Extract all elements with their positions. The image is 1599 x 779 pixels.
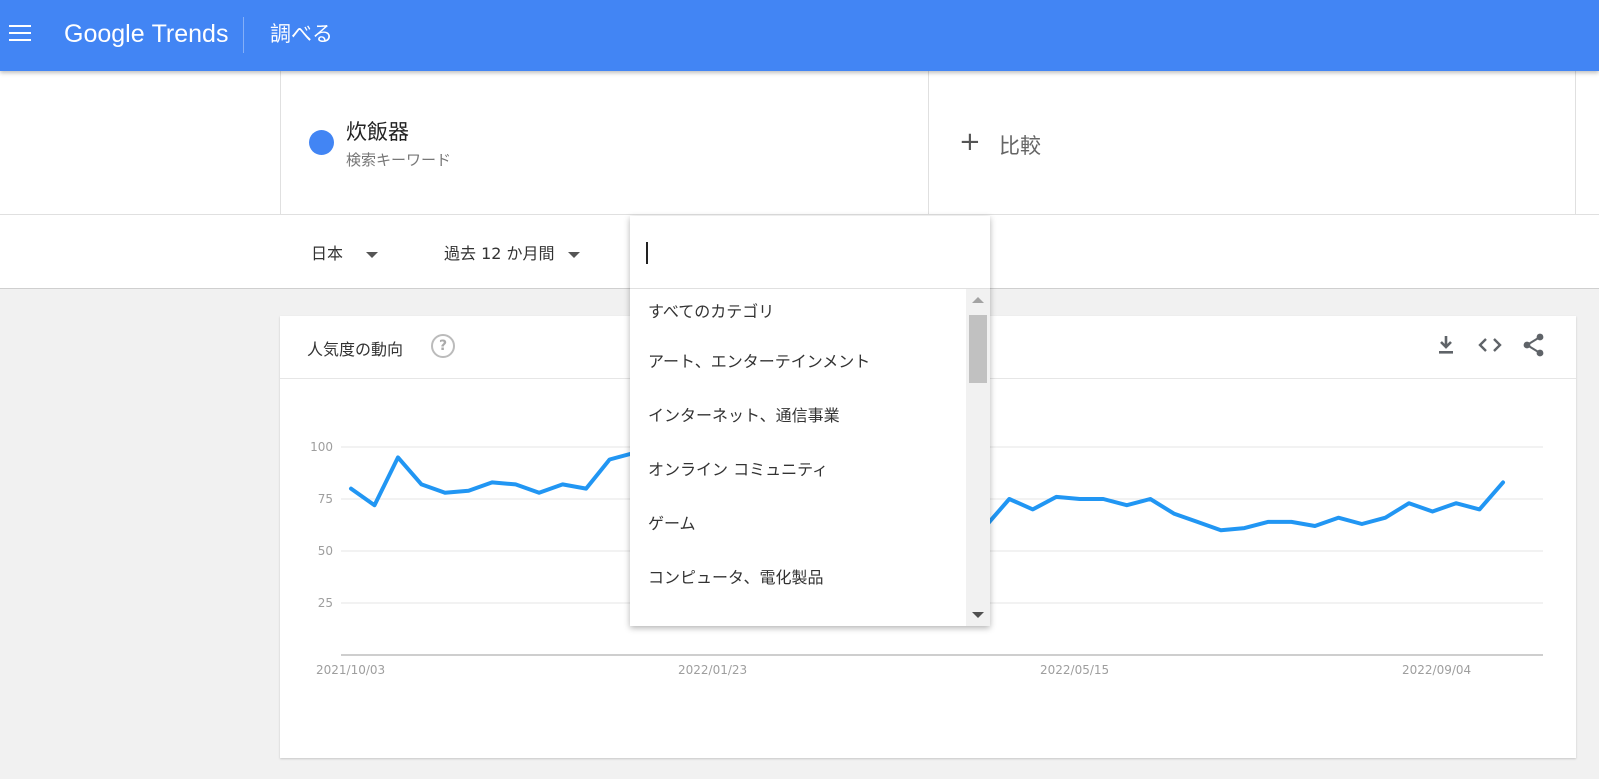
scrollbar[interactable] [966,289,990,626]
scrollbar-thumb[interactable] [969,315,987,383]
category-option[interactable]: ゲーム [648,514,696,533]
page-title: 調べる [270,22,333,46]
plus-icon: + [959,127,981,157]
x-tick-label: 2021/10/03 [316,663,385,677]
category-search-input[interactable] [644,236,968,270]
region-filter-label: 日本 [311,244,344,263]
help-icon[interactable]: ? [431,334,455,358]
x-tick-label: 2022/09/04 [1402,663,1471,677]
category-option[interactable]: アート、エンターテインメント [648,352,871,371]
category-dropdown: すべてのカテゴリ アート、エンターテインメント インターネット、通信事業 オンラ… [630,216,990,626]
download-icon[interactable] [1432,331,1460,359]
y-tick-label: 25 [318,596,333,610]
chevron-down-icon [567,251,580,258]
scroll-down-arrow-icon[interactable] [972,612,984,618]
share-icon[interactable] [1520,331,1548,359]
category-search [630,216,990,289]
time-range-filter[interactable]: 過去 12 か月間 [444,240,580,264]
brand-trends: Trends [151,20,229,48]
google-trends-logo[interactable]: Google Trends [64,20,228,49]
chevron-down-icon [366,251,379,258]
compare-label: 比較 [999,134,1041,158]
scroll-up-arrow-icon[interactable] [972,297,984,303]
y-tick-label: 100 [310,440,333,454]
search-term-band: 炊飯器 検索キーワード + 比較 [0,71,1599,215]
hamburger-icon[interactable] [9,25,31,43]
text-cursor [646,242,648,264]
y-tick-label: 75 [318,492,333,506]
category-option[interactable]: インターネット、通信事業 [648,406,840,425]
time-range-filter-label: 過去 12 か月間 [444,244,555,263]
embed-code-icon[interactable] [1476,331,1504,359]
region-filter[interactable]: 日本 [311,240,379,264]
chart-title: 人気度の動向 [307,340,404,359]
search-term-card[interactable]: 炊飯器 検索キーワード [280,71,929,215]
brand-google: Google [64,20,145,48]
category-list: すべてのカテゴリ アート、エンターテインメント インターネット、通信事業 オンラ… [630,289,966,626]
category-option[interactable]: すべてのカテゴリ [648,302,775,321]
category-option[interactable]: オンライン コミュニティ [648,460,829,479]
compare-button[interactable]: + 比較 [927,71,1576,215]
category-option[interactable]: コンピュータ、電化製品 [648,568,824,587]
search-term-name[interactable]: 炊飯器 [346,120,409,144]
x-tick-label: 2022/01/23 [678,663,747,677]
divider [0,214,1599,215]
top-app-bar: Google Trends 調べる [0,0,1599,71]
header-divider [243,17,244,53]
search-term-type: 検索キーワード [346,151,452,169]
x-tick-label: 2022/05/15 [1040,663,1109,677]
y-tick-label: 50 [318,544,333,558]
term-color-dot [309,130,334,155]
